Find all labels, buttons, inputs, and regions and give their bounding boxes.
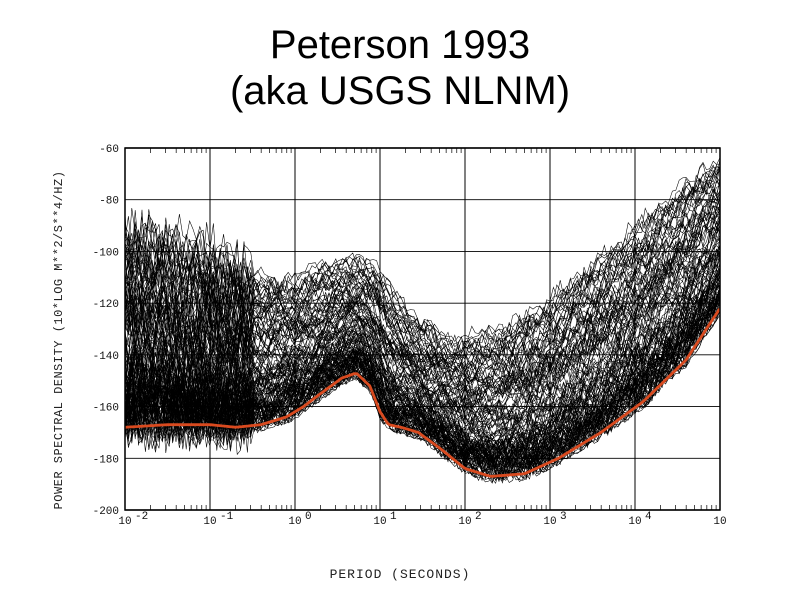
- svg-text:10: 10: [203, 516, 216, 528]
- svg-text:-120: -120: [93, 299, 119, 311]
- svg-text:10: 10: [458, 516, 471, 528]
- slide-title: Peterson 1993 (aka USGS NLNM): [0, 22, 800, 114]
- svg-text:-80: -80: [99, 196, 119, 208]
- title-line-2: (aka USGS NLNM): [0, 68, 800, 114]
- svg-text:4: 4: [645, 511, 652, 523]
- svg-text:3: 3: [560, 511, 567, 523]
- y-axis-label: POWER SPECTRAL DENSITY (10*LOG M**2/S**4…: [52, 140, 66, 540]
- svg-text:10: 10: [118, 516, 131, 528]
- svg-text:-100: -100: [93, 247, 119, 259]
- svg-text:-140: -140: [93, 351, 119, 363]
- svg-text:2: 2: [475, 511, 482, 523]
- svg-text:10: 10: [288, 516, 301, 528]
- x-axis-label: PERIOD (SECONDS): [70, 567, 730, 582]
- svg-text:10: 10: [373, 516, 386, 528]
- svg-text:-1: -1: [220, 511, 234, 523]
- svg-text:-180: -180: [93, 454, 119, 466]
- svg-text:1: 1: [390, 511, 397, 523]
- psd-chart: 10-210-1100101102103104105-200-180-160-1…: [70, 140, 730, 540]
- svg-text:-160: -160: [93, 403, 119, 415]
- svg-text:10: 10: [628, 516, 641, 528]
- svg-text:-2: -2: [135, 511, 148, 523]
- svg-text:-200: -200: [93, 506, 119, 518]
- svg-text:10: 10: [543, 516, 556, 528]
- title-line-1: Peterson 1993: [0, 22, 800, 68]
- svg-text:-60: -60: [99, 144, 119, 156]
- svg-text:10: 10: [713, 516, 726, 528]
- svg-text:0: 0: [305, 511, 312, 523]
